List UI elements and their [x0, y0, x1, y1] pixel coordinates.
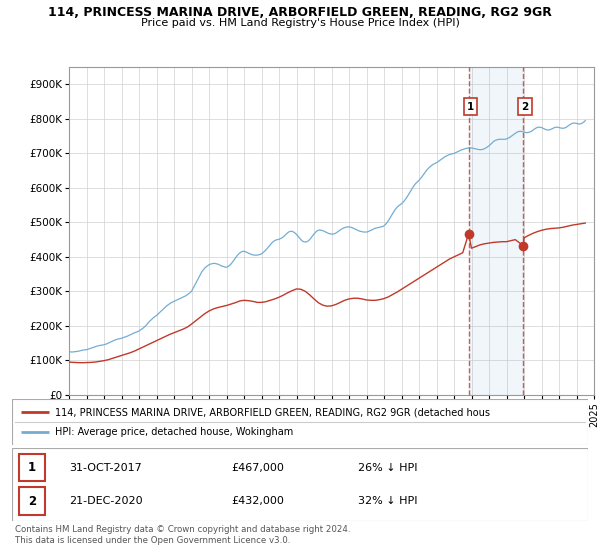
- Text: 114, PRINCESS MARINA DRIVE, ARBORFIELD GREEN, READING, RG2 9GR: 114, PRINCESS MARINA DRIVE, ARBORFIELD G…: [48, 6, 552, 18]
- Text: 1: 1: [467, 101, 474, 111]
- Text: Contains HM Land Registry data © Crown copyright and database right 2024.
This d: Contains HM Land Registry data © Crown c…: [15, 525, 350, 545]
- Bar: [19, 454, 45, 482]
- Text: 1: 1: [28, 461, 36, 474]
- Text: 2: 2: [28, 494, 36, 508]
- Text: £467,000: £467,000: [231, 463, 284, 473]
- Text: Price paid vs. HM Land Registry's House Price Index (HPI): Price paid vs. HM Land Registry's House …: [140, 18, 460, 28]
- Text: 2: 2: [521, 101, 529, 111]
- Text: 26% ↓ HPI: 26% ↓ HPI: [358, 463, 417, 473]
- Text: HPI: Average price, detached house, Wokingham: HPI: Average price, detached house, Woki…: [55, 427, 293, 437]
- Text: 21-DEC-2020: 21-DEC-2020: [70, 496, 143, 506]
- Bar: [19, 487, 45, 515]
- Text: 114, PRINCESS MARINA DRIVE, ARBORFIELD GREEN, READING, RG2 9GR (detached hous: 114, PRINCESS MARINA DRIVE, ARBORFIELD G…: [55, 407, 490, 417]
- Text: 31-OCT-2017: 31-OCT-2017: [70, 463, 142, 473]
- Text: £432,000: £432,000: [231, 496, 284, 506]
- Text: 32% ↓ HPI: 32% ↓ HPI: [358, 496, 417, 506]
- Bar: [469, 67, 523, 395]
